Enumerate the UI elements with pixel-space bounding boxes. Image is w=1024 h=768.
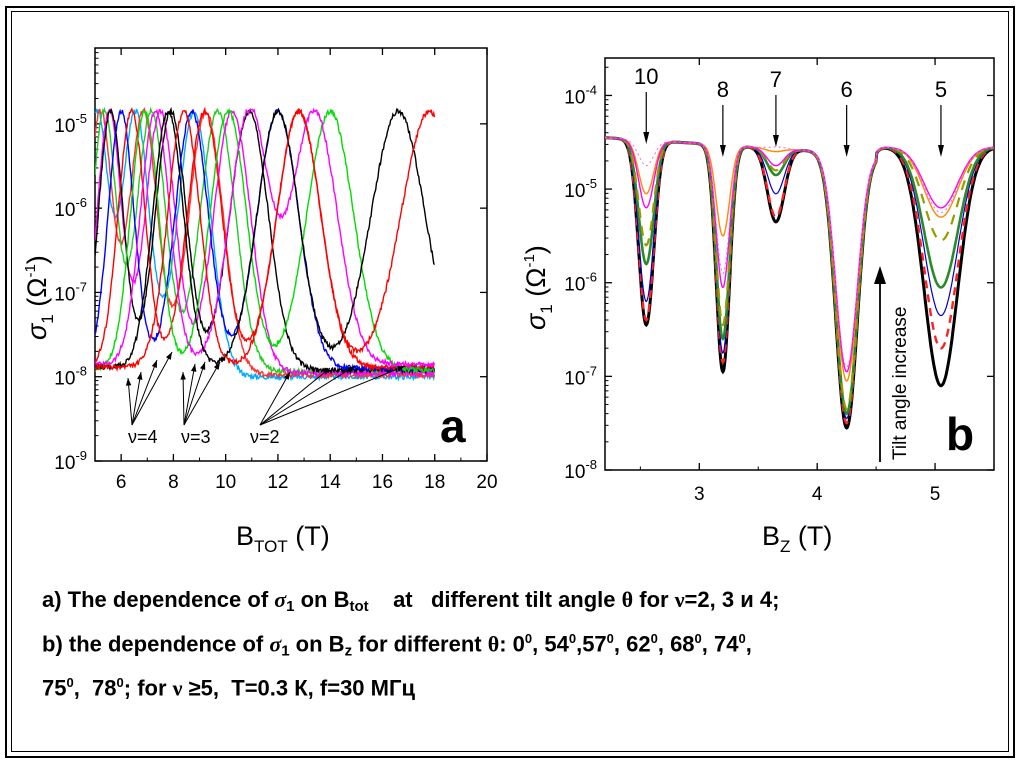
b-series-line (605, 136, 994, 382)
nu2-label: ν=2 (250, 427, 280, 447)
nu-arrow (259, 371, 291, 426)
nu-arrowhead (397, 366, 405, 372)
figure-caption: a) The dependence of σ1 on Btot at diffe… (42, 584, 1012, 705)
filling-factor-label: 10 (634, 64, 658, 89)
nu-arrowhead (347, 366, 355, 373)
panel-a-letter: a (440, 400, 466, 452)
panel-b-ylabel: σ1 (Ω-1) (521, 245, 556, 330)
nu-arrow (131, 351, 173, 426)
nu-arrowhead (151, 360, 157, 368)
tilt-angle-label: Tilt angle increase (890, 307, 911, 460)
a-series-line (95, 108, 436, 379)
filling-factor-arrowhead (772, 135, 779, 147)
nu-arrowhead (165, 352, 172, 360)
panel-a-xlabel: BTOT (T) (236, 521, 330, 556)
nu-arrow (183, 361, 221, 426)
nu-arrow (259, 365, 406, 426)
nu-arrowhead (283, 372, 290, 380)
b-ytick-label: 10-6 (564, 270, 597, 296)
nu-arrowhead (180, 372, 186, 380)
b-xtick-label: 5 (930, 484, 941, 505)
nu-arrow (131, 359, 158, 426)
panel-a-xlabel-unit: (T) (288, 521, 330, 551)
panel-b-series (605, 136, 994, 430)
panel-b-xlabel-main: B (762, 521, 780, 551)
caption-line-3: 750, 780; for ν ≥5, T=0.3 К, f=30 МГц (42, 675, 415, 701)
a-xtick-label: 16 (372, 472, 393, 493)
nu-arrowhead (213, 362, 220, 370)
b-ytick-label: 10-4 (564, 82, 597, 108)
panel-b-xlabel-unit: (T) (790, 521, 832, 551)
nu-arrowhead (322, 368, 330, 375)
nu-arrowhead (200, 362, 206, 370)
svg-text:BTOT (T): BTOT (T) (236, 521, 330, 556)
panel-a-xlabel-main: B (236, 521, 254, 551)
a-series-line (95, 107, 436, 371)
a-xtick-label: 10 (215, 472, 236, 493)
a-ytick-label: 10-7 (54, 279, 87, 305)
nu-arrow (183, 363, 196, 426)
panel-b-filling-factor-markers: 10 8 7 6 5 (634, 64, 947, 157)
nu-arrowhead (125, 378, 132, 386)
a-ytick-label: 10-8 (54, 364, 87, 390)
a-xtick-label: 8 (168, 472, 179, 493)
filling-factor-arrowhead (937, 145, 944, 157)
filling-factor-arrowhead (843, 145, 850, 157)
a-series-line (95, 107, 435, 374)
caption-line-2: b) the dependence of σ1 on Bz for differ… (42, 631, 752, 660)
nu-arrow (259, 367, 331, 426)
nu-arrowhead (190, 364, 197, 372)
nu-arrowhead (137, 372, 143, 380)
nu-arrow (259, 365, 356, 426)
filling-factor-arrowhead (719, 145, 726, 157)
caption-line-1: a) The dependence of σ1 on Btot at diffe… (42, 587, 780, 615)
b-ytick-label: 10-5 (564, 176, 597, 202)
nu3-label: ν=3 (181, 427, 211, 447)
b-xtick-label: 4 (812, 484, 823, 505)
nu-arrow (182, 371, 185, 426)
filling-factor-label: 7 (770, 67, 782, 92)
a-xtick-label: 20 (476, 472, 497, 493)
panel-b-xlabel: BZ (T) (762, 521, 832, 556)
a-xtick-label: 6 (116, 472, 127, 493)
panel-b-letter: b (946, 408, 974, 460)
nu-arrow (127, 377, 133, 426)
a-ytick-label: 10-6 (54, 195, 87, 221)
a-xtick-label: 18 (424, 472, 445, 493)
panel-b-axes: 3 4 5 10-8 10-7 10-6 10-5 10-4 (564, 58, 995, 505)
nu4-label: ν=4 (128, 427, 158, 447)
slide-border-inner (11, 11, 1009, 752)
b-ytick-label: 10-7 (564, 363, 597, 389)
b-series-line (605, 137, 994, 368)
a-ytick-label: 10-9 (54, 448, 87, 474)
nu-arrow (131, 371, 142, 426)
a-series-line (95, 106, 436, 377)
filling-factor-label: 5 (935, 77, 947, 102)
svg-text:BZ (T): BZ (T) (762, 521, 832, 556)
panel-a-axes: 6 8 10 12 14 16 18 20 10-9 10-8 10-7 10-6 10-5 (54, 48, 498, 493)
filling-factor-label: 8 (717, 77, 729, 102)
panel-a-nu-annotations: ν=4 ν=3 ν=2 (125, 351, 406, 447)
a-xtick-label: 12 (267, 472, 288, 493)
a-series-line (95, 108, 436, 373)
panel-a-series (95, 106, 436, 382)
svg-text:σ1 (Ω-1): σ1 (Ω-1) (521, 245, 556, 330)
nu-arrow (183, 361, 206, 426)
a-ytick-label: 10-5 (54, 111, 87, 137)
panel-a-ylabel: σ1 (Ω-1) (22, 255, 57, 340)
filling-factor-arrowhead (643, 132, 650, 144)
slide-border-outer (5, 6, 1015, 758)
panel-b-xlabel-sub: Z (780, 537, 790, 556)
a-xtick-label: 14 (320, 472, 342, 493)
svg-text:σ1 (Ω-1): σ1 (Ω-1) (22, 255, 57, 340)
tilt-angle-arrow: Tilt angle increase (874, 266, 911, 462)
panel-a-xlabel-sub: TOT (254, 537, 288, 556)
b-ytick-label: 10-8 (564, 457, 597, 483)
panel-b-plot-frame (604, 57, 995, 471)
filling-factor-label: 6 (841, 77, 853, 102)
b-xtick-label: 3 (694, 484, 705, 505)
